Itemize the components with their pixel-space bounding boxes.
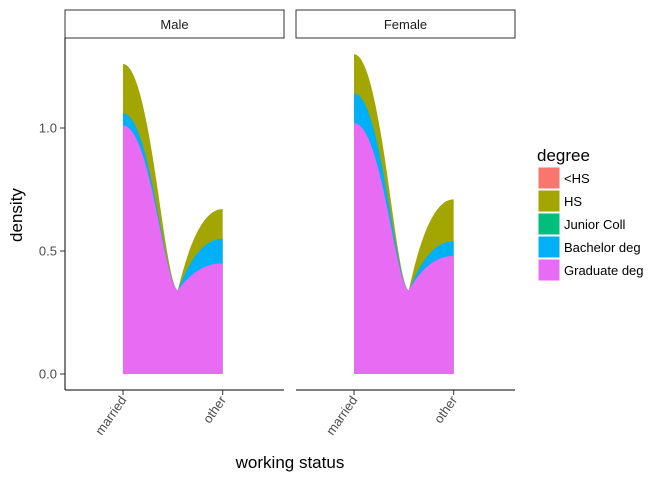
- panel-female: [354, 54, 454, 374]
- y-tick-label-1: 0.5: [39, 244, 57, 259]
- legend-key-graduate-deg: [537, 258, 561, 282]
- area-graduate-deg-female: [354, 123, 454, 374]
- legend-key-bachelor-deg: [537, 235, 561, 259]
- facet-strip-female: [295, 9, 516, 39]
- legend-label-junior-coll: Junior Coll: [564, 217, 626, 232]
- legend-title: degree: [537, 146, 590, 165]
- y-tick-label-0: 0.0: [39, 367, 57, 382]
- x-axis-title: working status: [235, 453, 345, 472]
- facet-label-female: Female: [384, 17, 427, 32]
- legend-label-hs: HS: [564, 194, 582, 209]
- y-tick-label-2: 1.0: [39, 121, 57, 136]
- legend-label--hs: <HS: [564, 171, 590, 186]
- panel-male: [123, 64, 223, 375]
- x-tick-label-other-male: other: [200, 393, 230, 426]
- x-tick-label-other-female: other: [431, 393, 461, 426]
- y-axis-title: density: [7, 188, 26, 242]
- area-graduate-deg-male: [123, 125, 223, 374]
- legend: degree <HS HS Junior Coll Bachelor deg Gradu…: [537, 146, 644, 282]
- legend-label-bachelor-deg: Bachelor deg: [564, 240, 641, 255]
- legend-key-hs: [537, 189, 561, 213]
- x-tick-label-married-female: married: [323, 393, 361, 438]
- legend-key-junior-coll: [537, 212, 561, 236]
- facet-label-male: Male: [160, 17, 188, 32]
- facet-strip-male: [64, 9, 285, 39]
- x-axis-ticks: married other married other: [92, 390, 461, 438]
- legend-key--hs: [537, 166, 561, 190]
- y-axis-ticks: 0.0 0.5 1.0: [39, 121, 65, 382]
- legend-label-graduate-deg: Graduate deg: [564, 263, 644, 278]
- x-tick-label-married-male: married: [92, 393, 130, 438]
